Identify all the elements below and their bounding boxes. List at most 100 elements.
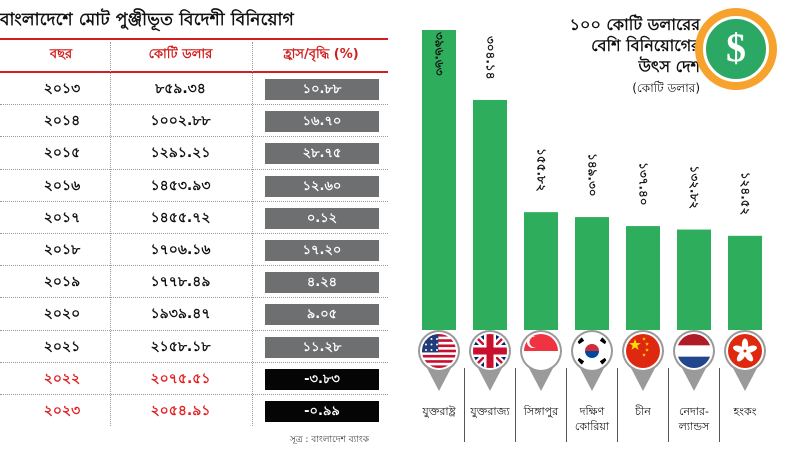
header-year: বছর bbox=[49, 47, 73, 62]
table-row: ২০২২ ২০৭৫.৫১ -৩.৮৩ bbox=[0, 363, 388, 395]
category-label: ল্যান্ডস bbox=[678, 420, 710, 433]
chart-title: ১০০ কোটি ডলারের বেশি বিনিয়োগের উৎস দেশ … bbox=[480, 14, 700, 98]
flag-singapore-icon bbox=[524, 334, 558, 368]
value-cell: ১৭৭৮.৪৯ bbox=[150, 274, 211, 291]
row-divider bbox=[0, 232, 388, 234]
flag-hong-kong-icon bbox=[728, 334, 762, 368]
header-value: কোটি ডলার bbox=[148, 47, 213, 62]
flag-star bbox=[642, 353, 646, 357]
column-divider bbox=[252, 42, 253, 426]
data-label: ৩৯৬.৬৩ bbox=[433, 32, 447, 76]
value-cell: ১০০২.৮৮ bbox=[150, 113, 211, 130]
bar bbox=[728, 235, 762, 330]
table-title: বাংলাদেশে মোট পুঞ্জীভূত বিদেশী বিনিয়োগ bbox=[0, 10, 294, 30]
bar bbox=[473, 99, 507, 331]
flag-petal bbox=[743, 350, 754, 362]
dollar-sign-icon: $ bbox=[703, 16, 769, 82]
row-divider bbox=[0, 104, 388, 106]
table-row: ২০১৪ ১০০২.৮৮ ১৬.৭০ bbox=[0, 105, 388, 138]
table-row: ২০২১ ২১৫৮.১৮ ১১.২৮ bbox=[0, 331, 388, 363]
flag-center bbox=[743, 349, 747, 353]
flag-star bbox=[642, 337, 646, 341]
change-badge: ৯.০৫ bbox=[265, 304, 379, 326]
bar-chart: ৩৯৬.৬৩ যুক্তরাষ্ট্র ৩০৪.১৪ যুক্তরাজ্য ১৫৫.৮২… bbox=[418, 30, 766, 442]
fdi-table-panel: বাংলাদেশে মোট পুঞ্জীভূত বিদেশী বিনিয়োগ … bbox=[0, 0, 390, 450]
value-cell: ২০৭৫.৫১ bbox=[150, 370, 211, 387]
table-row: ২০১৯ ১৭৭৮.৪৯ ৪.২৪ bbox=[0, 266, 388, 299]
flag-pin bbox=[418, 330, 460, 391]
flag-star bbox=[425, 349, 427, 351]
value-cell: ২০৫৪.৯১ bbox=[150, 403, 211, 419]
flag-stripe bbox=[422, 354, 456, 358]
flag-south-korea-icon bbox=[575, 334, 609, 368]
header-divider bbox=[0, 71, 388, 73]
bar bbox=[575, 217, 609, 330]
year-cell: ২০২০ bbox=[43, 306, 81, 323]
bar bbox=[422, 30, 456, 330]
data-label: ১৫৫.৮২ bbox=[535, 148, 549, 192]
category-label: দক্ষিণ bbox=[579, 405, 605, 418]
flag-star bbox=[430, 338, 433, 340]
year-cell: ২০১৫ bbox=[43, 145, 81, 162]
column-divider bbox=[110, 42, 111, 426]
change-badge: ১৬.৭০ bbox=[265, 111, 379, 133]
chart-title-line: উৎস দেশ bbox=[638, 57, 700, 76]
bar bbox=[677, 229, 711, 330]
chart-unit: (কোটি ডলার) bbox=[632, 81, 700, 95]
flag-stripe bbox=[422, 360, 456, 363]
dollar-badge-icon: $ bbox=[695, 8, 777, 90]
change-badge: ১০.৮৮ bbox=[265, 79, 379, 100]
year-cell: ২০১৮ bbox=[43, 242, 81, 258]
header-change: হ্রাস/বৃদ্ধি (%) bbox=[283, 47, 359, 62]
value-cell: ৮৫৯.৩৪ bbox=[155, 81, 206, 97]
value-cell: ১৭০৬.১৬ bbox=[150, 242, 211, 258]
year-cell: ২০১৪ bbox=[43, 113, 81, 130]
flag-stripe bbox=[422, 344, 456, 348]
change-badge: ১৭.২০ bbox=[265, 240, 379, 261]
flag-band bbox=[677, 334, 711, 346]
flag-band bbox=[677, 345, 711, 358]
data-label: ৩০৪.১৪ bbox=[484, 36, 498, 80]
flag-band bbox=[677, 356, 711, 368]
value-cell: ১৪৫৩.৯৩ bbox=[150, 177, 211, 194]
flag-star bbox=[436, 349, 438, 351]
country-chart-panel: ১০০ কোটি ডলারের বেশি বিনিয়োগের উৎস দেশ … bbox=[390, 0, 800, 450]
flag-petal bbox=[733, 345, 746, 353]
table-row: ২০১৩ ৮৫৯.৩৪ ১০.৮৮ bbox=[0, 73, 388, 106]
flag-stripe bbox=[422, 349, 456, 353]
table-row: ২০২০ ১৯৩৯.৪৭ ৯.০৫ bbox=[0, 298, 388, 331]
flag-uk-icon bbox=[473, 334, 507, 368]
row-divider bbox=[0, 361, 388, 363]
row-divider bbox=[0, 136, 388, 138]
flag-pin bbox=[571, 330, 613, 391]
flag-petal bbox=[736, 350, 747, 362]
row-divider bbox=[0, 329, 388, 331]
year-cell: ২০২১ bbox=[43, 338, 81, 355]
change-badge: ২৮.৭৫ bbox=[265, 143, 379, 165]
change-badge: ৪.২৪ bbox=[265, 272, 379, 294]
bar bbox=[524, 212, 558, 330]
flag-star bbox=[645, 348, 649, 352]
row-divider bbox=[0, 200, 388, 202]
flag-pin bbox=[520, 330, 562, 391]
change-badge: -০.৯৯ bbox=[265, 401, 379, 422]
row-divider bbox=[0, 265, 388, 267]
year-cell: ২০১৯ bbox=[43, 274, 81, 291]
flag-usa-icon bbox=[422, 334, 456, 368]
bar bbox=[626, 226, 660, 330]
flag-star bbox=[436, 343, 438, 346]
data-label: ১২৪.৫২ bbox=[739, 172, 753, 216]
data-label: ১৩২.৮২ bbox=[688, 166, 702, 210]
change-badge: ১২.৬০ bbox=[265, 175, 379, 197]
flag-pin bbox=[724, 330, 766, 391]
category-label: হংকং bbox=[733, 405, 757, 418]
flag-field bbox=[626, 334, 660, 368]
flag-star bbox=[430, 349, 433, 351]
table-row: ২০১৬ ১৪৫৩.৯৩ ১২.৬০ bbox=[0, 170, 388, 202]
year-cell: ২০১৭ bbox=[43, 209, 81, 226]
table-row: ২০২৩ ২০৫৪.৯১ -০.৯৯ bbox=[0, 395, 388, 427]
category-label: চীন bbox=[634, 405, 651, 418]
change-badge: ০.১২ bbox=[265, 207, 379, 229]
chart-title-line: বেশি বিনিয়োগের bbox=[591, 36, 700, 55]
flag-star bbox=[436, 338, 438, 340]
